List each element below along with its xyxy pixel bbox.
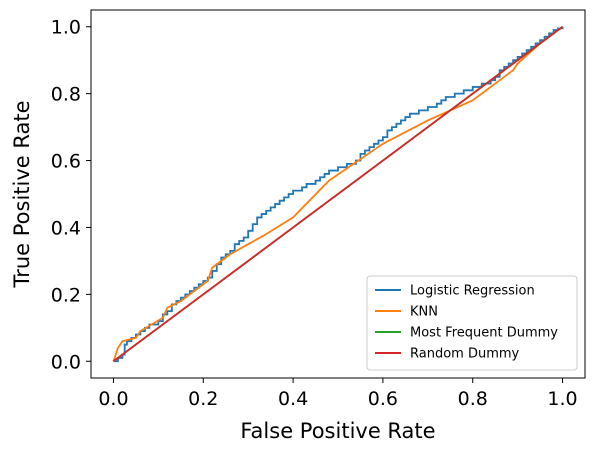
- legend-label: KNN: [410, 305, 438, 320]
- legend: Logistic Regression KNN Most Frequent Dumm…: [366, 275, 578, 371]
- legend-label: Most Frequent Dummy: [410, 326, 558, 341]
- legend-label: Random Dummy: [410, 347, 520, 362]
- y-tick-label: 1.0: [51, 17, 81, 39]
- series-line-random-dummy: [112, 26, 564, 362]
- y-tick-label: 0.0: [51, 351, 81, 373]
- series-line-logistic-regression: [113, 26, 564, 363]
- x-axis: 0.0 0.2 0.4 0.6 0.8 1.0: [98, 378, 578, 410]
- legend-label: Logistic Regression: [410, 284, 535, 299]
- series-line-knn: [112, 26, 564, 362]
- y-axis-label: True Positive Rate: [10, 100, 34, 288]
- x-tick-label: 0.0: [98, 388, 128, 410]
- y-axis: 0.0 0.2 0.4 0.6 0.8 1.0: [51, 17, 91, 373]
- x-tick-label: 1.0: [547, 388, 577, 410]
- plot-frame: [90, 9, 586, 379]
- x-tick-label: 0.2: [188, 388, 218, 410]
- y-tick-label: 0.8: [51, 84, 81, 106]
- y-tick-label: 0.4: [51, 217, 81, 239]
- x-axis-label: False Positive Rate: [240, 419, 435, 443]
- x-tick-label: 0.8: [458, 388, 488, 410]
- x-tick-label: 0.6: [368, 388, 398, 410]
- x-tick-label: 0.4: [278, 388, 308, 410]
- series-layer: [112, 26, 564, 363]
- legend-box: [366, 275, 578, 371]
- y-tick-label: 0.2: [51, 284, 81, 306]
- y-tick-label: 0.6: [51, 151, 81, 173]
